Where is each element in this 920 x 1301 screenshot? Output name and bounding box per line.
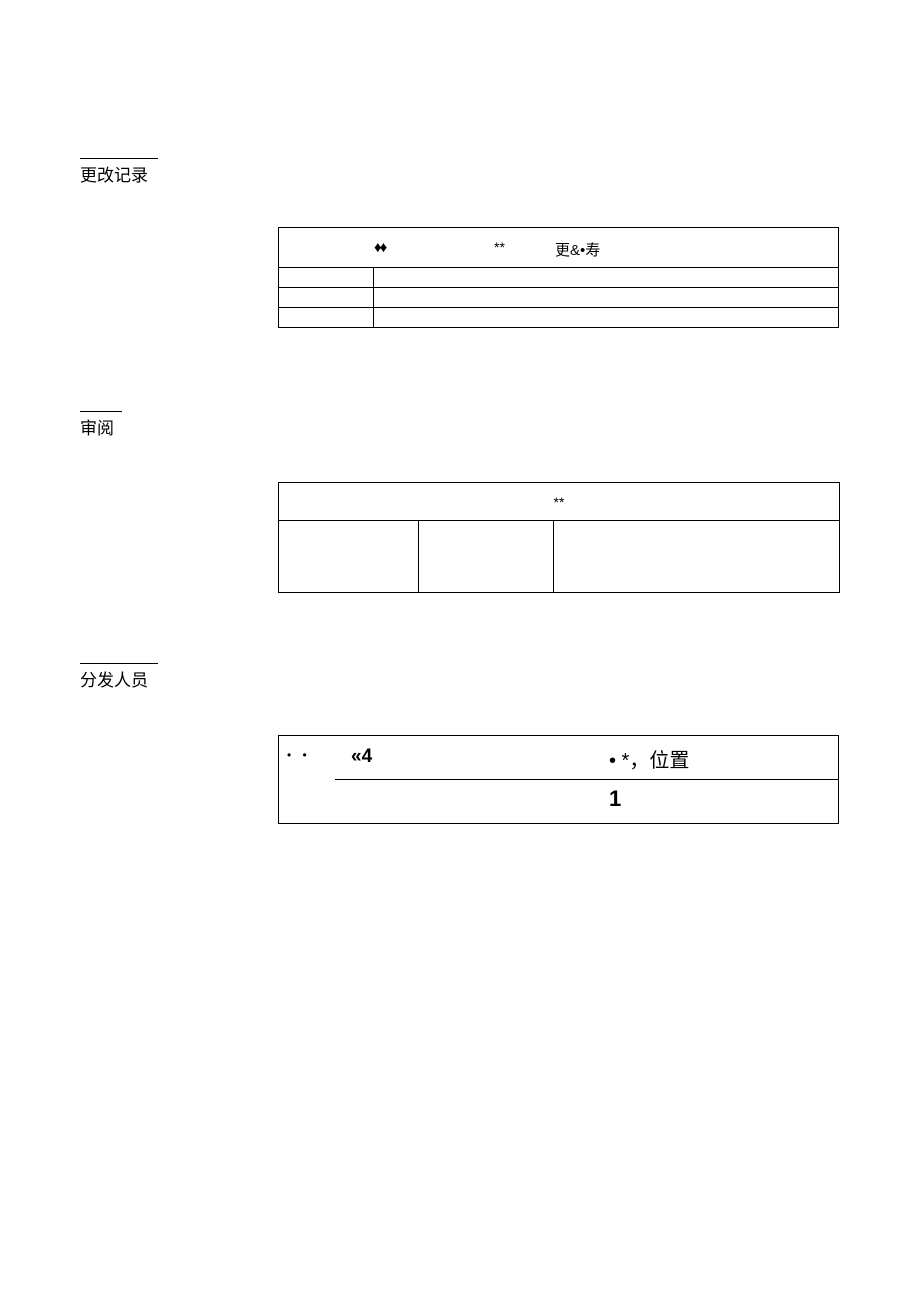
table3-inner-rule — [335, 779, 838, 780]
row1-bold-mark: «4 — [351, 746, 372, 768]
table-row: ♦♦ ** 更&•寿 — [279, 228, 839, 268]
table-row: • • «4 • *，位置 — [279, 736, 839, 780]
row1-dots: • • — [287, 748, 311, 762]
row1-right-text: • *，位置 — [609, 744, 689, 773]
heading-rule-3 — [80, 663, 158, 664]
table-cell — [374, 268, 839, 288]
table2-header-cell: ** — [279, 483, 840, 521]
heading-rule-1 — [80, 158, 158, 159]
table-cell — [279, 308, 374, 328]
table-row — [279, 268, 839, 288]
row2-center-text: 1 — [609, 786, 621, 812]
table-cell — [374, 308, 839, 328]
table-row: 1 — [279, 780, 839, 824]
header-symbol-2: ** — [494, 239, 505, 255]
table-cell — [279, 268, 374, 288]
change-record-table: ♦♦ ** 更&•寿 — [278, 227, 839, 328]
table3-row1-cell: • • «4 • *，位置 — [279, 736, 839, 780]
table-cell — [418, 521, 553, 593]
table-cell — [279, 521, 419, 593]
table-row — [279, 521, 840, 593]
table-row — [279, 308, 839, 328]
table-cell — [553, 521, 840, 593]
header-text-3: 更&•寿 — [555, 239, 600, 260]
heading-distribution: 分发人员 — [80, 665, 148, 691]
heading-review: 审阅 — [80, 413, 114, 439]
heading-rule-2 — [80, 411, 122, 412]
review-table: ** — [278, 482, 840, 593]
table-cell — [279, 288, 374, 308]
table1-header-cell: ♦♦ ** 更&•寿 — [279, 228, 839, 268]
table-row — [279, 288, 839, 308]
table1-inner-partial-rule — [374, 327, 474, 328]
table-row: ** — [279, 483, 840, 521]
header-symbol-1: ♦♦ — [374, 239, 385, 256]
table3-row2-cell: 1 — [279, 780, 839, 824]
table-cell — [374, 288, 839, 308]
heading-change-record: 更改记录 — [80, 160, 148, 186]
